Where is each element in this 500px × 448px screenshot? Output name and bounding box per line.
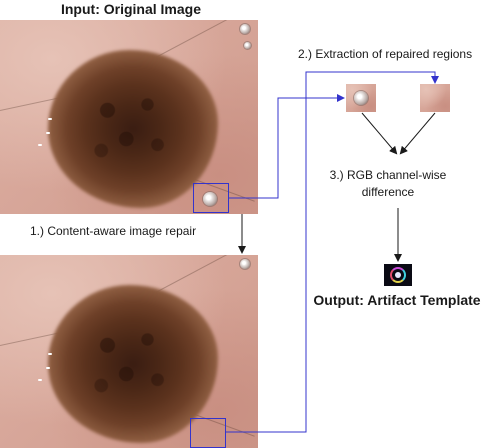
lesion-texture	[70, 70, 195, 185]
lesion	[48, 285, 218, 443]
input-title: Input: Original Image	[60, 1, 201, 17]
roi-box-original	[193, 183, 229, 213]
patch-repaired	[420, 84, 450, 112]
artifact-template-image	[384, 264, 412, 286]
specular-glint	[48, 353, 52, 355]
template-ring	[390, 267, 406, 283]
repaired-image	[0, 255, 258, 448]
specular-glint	[38, 144, 42, 146]
step3-label: 3.) RGB channel-wise difference	[318, 167, 458, 201]
output-title: Output: Artifact Template	[313, 292, 481, 308]
template-core	[395, 272, 401, 278]
specular-glint	[38, 379, 42, 381]
arrow-patch-right-to-diff	[399, 112, 436, 155]
air-bubble-artifact	[240, 259, 250, 269]
patch-original-with-artifact	[346, 84, 376, 112]
original-image	[0, 20, 258, 214]
arrow-patch-left-to-diff	[361, 112, 398, 155]
connector-original-to-patch	[229, 94, 345, 199]
step3-label-line1: 3.) RGB channel-wise	[329, 168, 447, 182]
lesion-texture	[70, 305, 195, 420]
air-bubble-artifact	[240, 24, 250, 34]
lesion	[48, 50, 218, 208]
air-bubble-artifact	[244, 42, 251, 49]
specular-glint	[48, 118, 52, 120]
specular-glint	[46, 132, 50, 134]
step1-label: 1.) Content-aware image repair	[30, 224, 197, 238]
specular-glint	[46, 367, 50, 369]
air-bubble-artifact	[203, 192, 217, 206]
step3-label-line2: difference	[361, 185, 415, 199]
connector-repaired-to-patch	[226, 71, 439, 433]
air-bubble-artifact	[354, 91, 368, 105]
step2-label: 2.) Extraction of repaired regions	[298, 47, 473, 61]
